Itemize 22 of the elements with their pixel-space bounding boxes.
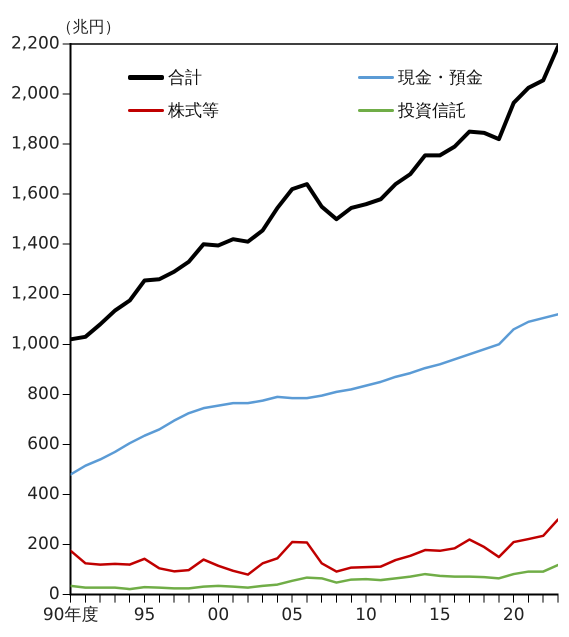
y-tick-label: 400 [27,484,60,504]
x-tick-label: 15 [429,605,451,626]
x-tick-label: 90年度 [42,605,98,626]
y-tick-label: 200 [27,534,60,554]
legend-label: 合計 [168,67,202,89]
y-tick-label: 800 [27,384,60,404]
x-tick-label: 95 [134,605,156,626]
x-tick-label: 00 [208,605,230,626]
y-tick-label: 1,200 [10,284,60,304]
y-tick-label: 1,000 [10,334,60,354]
y-tick-label: 1,600 [10,184,60,204]
x-tick-label: 20 [502,605,525,626]
legend-label: 投資信託 [398,100,466,122]
y-tick-label: 600 [27,434,60,454]
legend-label: 現金・預金 [398,67,483,89]
y-tick-label: 2,000 [10,83,60,104]
y-tick-label: 0 [48,584,60,604]
legend-label: 株式等 [168,100,219,122]
y-tick-label: 1,800 [10,134,60,154]
x-tick-label: 05 [281,605,304,626]
x-tick-label: 10 [355,605,377,626]
y-tick-label: 1,400 [10,234,60,254]
